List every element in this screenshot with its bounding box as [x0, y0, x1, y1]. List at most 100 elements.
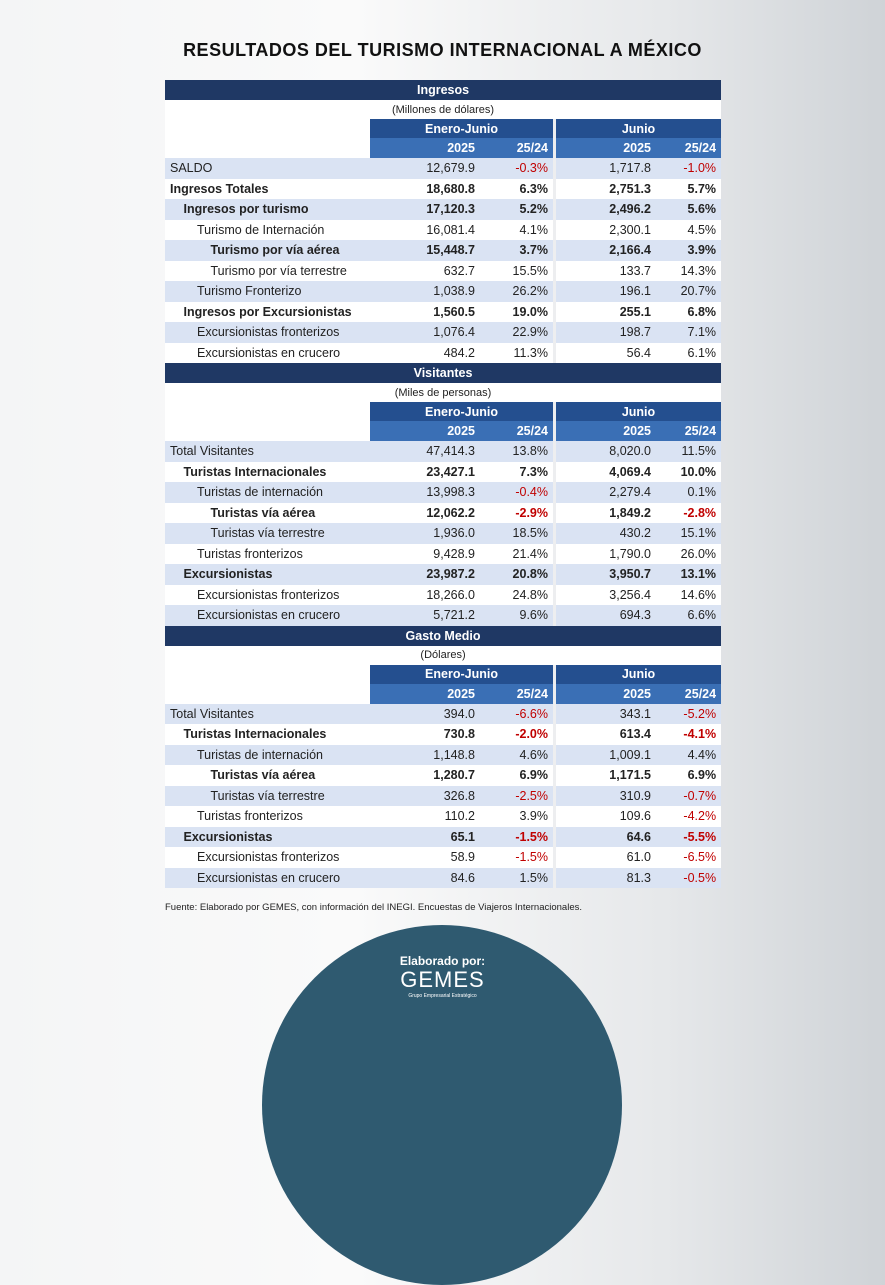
row-label: Turismo por vía aérea — [165, 240, 370, 261]
cell: 81.3 — [556, 867, 656, 888]
tables: Ingresos (Millones de dólares) Enero-Junio… — [165, 80, 722, 888]
cell: 2,166.4 — [556, 240, 656, 261]
cell: 3,950.7 — [556, 564, 656, 585]
group-header: Enero-Junio — [370, 664, 553, 684]
data-row: Turismo de Internación 16,081.4 4.1% 2,300.… — [165, 219, 722, 240]
data-row: Total Visitantes 47,414.3 13.8% 8,020.0 11.5… — [165, 441, 722, 462]
cell: 1,076.4 — [370, 322, 480, 343]
group-header: Enero-Junio — [370, 119, 553, 138]
data-row: Turismo por vía aérea 15,448.7 3.7% 2,166.4… — [165, 240, 722, 261]
cell: 18,680.8 — [370, 178, 480, 199]
cell: 6.9% — [656, 765, 722, 786]
unit-row: (Miles de personas) — [165, 383, 722, 402]
row-label: Turistas vía terrestre — [165, 785, 370, 806]
cell: 4.1% — [480, 219, 553, 240]
row-label: Ingresos por turismo — [165, 199, 370, 220]
cell: 9,428.9 — [370, 543, 480, 564]
footer-label: Elaborado por: — [399, 954, 486, 968]
cell: -6.5% — [656, 847, 722, 868]
cell: 394.0 — [370, 703, 480, 724]
group-row: Enero-Junio Junio — [165, 664, 722, 684]
group-header: Junio — [556, 402, 722, 421]
cell: 47,414.3 — [370, 441, 480, 462]
cell: 21.4% — [480, 543, 553, 564]
cell: 26.0% — [656, 543, 722, 564]
tagline: Grupo Empresarial Estratégico — [408, 993, 477, 999]
group-row: Enero-Junio Junio — [165, 402, 722, 421]
cell: 484.2 — [370, 342, 480, 363]
unit: (Miles de personas) — [165, 383, 722, 402]
cell: 1.5% — [480, 867, 553, 888]
cell: 730.8 — [370, 724, 480, 745]
blank — [165, 138, 370, 158]
cell: 4.4% — [656, 744, 722, 765]
cell: 6.3% — [480, 178, 553, 199]
data-row: Turistas de internación 1,148.8 4.6% 1,009.… — [165, 744, 722, 765]
cell: 326.8 — [370, 785, 480, 806]
cell: -2.9% — [480, 502, 553, 523]
cell: 6.1% — [656, 342, 722, 363]
data-row: Excursionistas en crucero 84.6 1.5% 81.3 -0.… — [165, 867, 722, 888]
cell: 20.7% — [656, 281, 722, 302]
cell: -5.2% — [656, 703, 722, 724]
group-header: Junio — [556, 664, 722, 684]
cell: 694.3 — [556, 605, 656, 626]
cell: -0.3% — [480, 158, 553, 179]
column-header: 2025 — [370, 683, 480, 704]
cell: 6.9% — [480, 765, 553, 786]
title: RESULTADOS DEL TURISMO INTERNACIONAL A M… — [183, 40, 702, 60]
row-label: Turismo Fronterizo — [165, 281, 370, 302]
brand: GEMES — [400, 967, 485, 992]
row-label: Excursionistas — [165, 826, 370, 847]
data-row: Ingresos Totales 18,680.8 6.3% 2,751.3 5.7% — [165, 178, 722, 199]
section-title: Visitantes — [165, 363, 722, 383]
data-row: Ingresos por turismo 17,120.3 5.2% 2,496.2 5… — [165, 199, 722, 220]
row-label: Ingresos Totales — [165, 178, 370, 199]
cell: 1,171.5 — [556, 765, 656, 786]
cell: 1,790.0 — [556, 543, 656, 564]
row-label: Turistas fronterizos — [165, 806, 370, 827]
cell: 3,256.4 — [556, 584, 656, 605]
cell: 23,987.2 — [370, 564, 480, 585]
cell: 8,020.0 — [556, 441, 656, 462]
row-label: Turistas fronterizos — [165, 543, 370, 564]
cell: -2.0% — [480, 724, 553, 745]
cell: 12,679.9 — [370, 158, 480, 179]
cell: 198.7 — [556, 322, 656, 343]
cell: 4.6% — [480, 744, 553, 765]
cell: 2,279.4 — [556, 482, 656, 503]
cell: -1.0% — [656, 158, 722, 179]
data-row: Ingresos por Excursionistas 1,560.5 19.0% 2… — [165, 301, 722, 322]
column-header: 25/24 — [656, 683, 722, 704]
cell: 1,009.1 — [556, 744, 656, 765]
cell: 64.6 — [556, 826, 656, 847]
cell: -1.5% — [480, 826, 553, 847]
section-table: Visitantes (Miles de personas) Enero-Junio… — [165, 363, 722, 626]
cell: 19.0% — [480, 301, 553, 322]
cell: 110.2 — [370, 806, 480, 827]
cell: 15.5% — [480, 260, 553, 281]
column-header: 25/24 — [480, 683, 553, 704]
cell: 18,266.0 — [370, 584, 480, 605]
column-header: 2025 — [370, 421, 480, 441]
data-row: Turistas vía aérea 1,280.7 6.9% 1,171.5 6.9% — [165, 765, 722, 786]
blank — [165, 421, 370, 441]
cell: 13.8% — [480, 441, 553, 462]
cell: 133.7 — [556, 260, 656, 281]
data-row: Turistas fronterizos 110.2 3.9% 109.6 -4.2% — [165, 806, 722, 827]
column-header: 25/24 — [656, 421, 722, 441]
cell: 3.9% — [480, 806, 553, 827]
data-row: Turistas Internacionales 23,427.1 7.3% 4,06… — [165, 461, 722, 482]
data-row: Turistas vía terrestre 326.8 -2.5% 310.9 -0.… — [165, 785, 722, 806]
cell: -2.8% — [656, 502, 722, 523]
source: Fuente: Elaborado por GEMES, con informa… — [165, 902, 582, 913]
data-row: Turistas vía aérea 12,062.2 -2.9% 1,849.2 -2… — [165, 502, 722, 523]
group-header: Enero-Junio — [370, 402, 553, 421]
cell: 12,062.2 — [370, 502, 480, 523]
data-row: Excursionistas fronterizos 58.9 -1.5% 61.0-… — [165, 847, 722, 868]
data-row: Excursionistas fronterizos 18,266.0 24.8% 3… — [165, 584, 722, 605]
row-label: SALDO — [165, 158, 370, 179]
row-label: Excursionistas en crucero — [165, 342, 370, 363]
row-label: Turistas vía terrestre — [165, 523, 370, 544]
cell: 14.3% — [656, 260, 722, 281]
